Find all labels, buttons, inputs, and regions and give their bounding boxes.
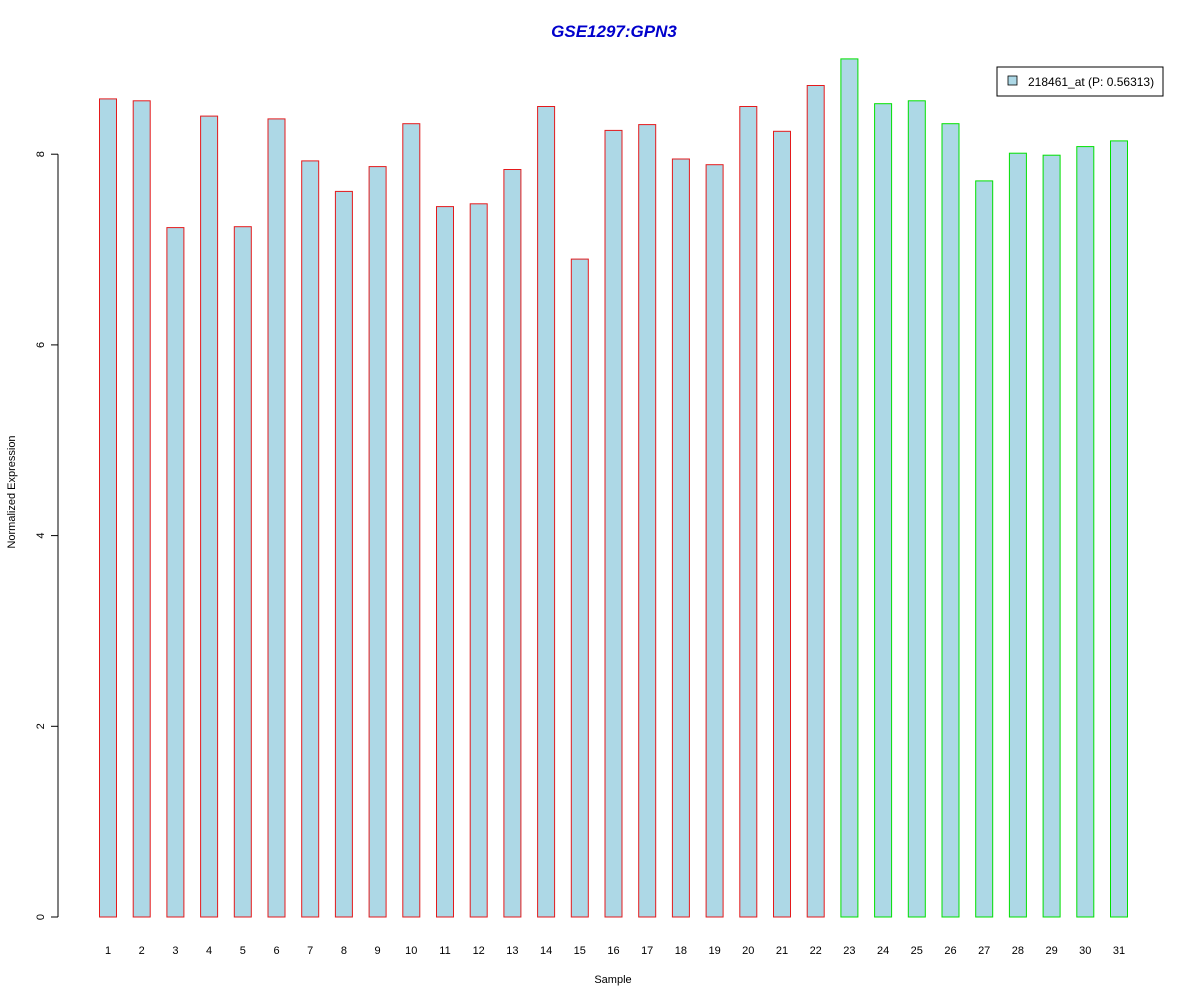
y-tick-label: 4 — [35, 533, 47, 539]
bar-sample-31 — [1110, 140, 1128, 918]
x-tick-label: 28 — [1012, 945, 1024, 957]
x-tick-label: 31 — [1113, 945, 1125, 957]
x-tick-label: 30 — [1079, 945, 1091, 957]
x-tick-label: 9 — [375, 945, 381, 957]
legend-box — [996, 66, 1164, 97]
x-tick-label: 21 — [776, 945, 788, 957]
bar-sample-4 — [200, 115, 219, 918]
x-tick-label: 15 — [574, 945, 586, 957]
x-tick-label: 22 — [810, 945, 822, 957]
x-tick-label: 3 — [172, 945, 178, 957]
bar-sample-9 — [368, 166, 387, 918]
bar-sample-26 — [941, 123, 960, 918]
bar-sample-12 — [469, 203, 488, 918]
x-tick-label: 19 — [708, 945, 720, 957]
x-tick-label: 25 — [911, 945, 923, 957]
bar-sample-16 — [604, 129, 623, 918]
bar-sample-24 — [874, 103, 893, 918]
x-tick-label: 26 — [944, 945, 956, 957]
y-axis: 0 2 4 6 8 — [35, 151, 59, 920]
x-tick-label: 12 — [473, 945, 485, 957]
bar-sample-13 — [503, 169, 522, 918]
x-tick-label: 7 — [307, 945, 313, 957]
bar-sample-22 — [806, 85, 825, 918]
bar-sample-1 — [99, 98, 117, 918]
x-tick-label: 14 — [540, 945, 552, 957]
bar-sample-29 — [1042, 154, 1061, 918]
x-tick-label: 18 — [675, 945, 687, 957]
bar-sample-7 — [301, 160, 320, 918]
y-tick-label: 8 — [35, 151, 47, 157]
x-tick-label: 17 — [641, 945, 653, 957]
x-tick-label: 24 — [877, 945, 889, 957]
bar-sample-14 — [537, 106, 556, 918]
bar-sample-3 — [166, 227, 185, 918]
x-tick-label: 29 — [1045, 945, 1057, 957]
x-tick-label: 2 — [139, 945, 145, 957]
bar-sample-17 — [638, 124, 657, 918]
bar-sample-27 — [975, 180, 994, 918]
bars-group — [99, 58, 1128, 918]
bar-sample-6 — [267, 118, 286, 918]
bar-sample-15 — [570, 258, 589, 918]
bar-sample-8 — [334, 190, 353, 918]
bar-sample-28 — [1008, 152, 1027, 918]
bar-sample-5 — [233, 226, 252, 918]
legend-swatch — [1007, 75, 1018, 86]
chart-title: GSE1297:GPN3 — [551, 22, 677, 41]
bar-sample-23 — [840, 58, 859, 918]
x-tick-label: 1 — [105, 945, 111, 957]
y-tick-label: 0 — [35, 914, 47, 920]
y-tick-label: 6 — [35, 342, 47, 348]
bar-sample-10 — [402, 123, 421, 918]
x-tick-label: 10 — [405, 945, 417, 957]
bar-sample-25 — [907, 100, 926, 918]
x-tick-label: 6 — [273, 945, 279, 957]
legend: 218461_at (P: 0.56313) — [996, 66, 1164, 97]
bar-sample-21 — [773, 130, 791, 918]
x-tick-labels: 1 2 3 4 5 6 7 8 9 10 11 12 13 14 15 16 17 18 19 20 21 22 23 24 2… — [105, 945, 1125, 957]
x-tick-label: 20 — [742, 945, 754, 957]
bar-sample-18 — [671, 158, 690, 918]
x-tick-label: 4 — [206, 945, 212, 957]
bar-sample-30 — [1076, 146, 1095, 918]
x-tick-label: 23 — [843, 945, 855, 957]
x-axis-label: Sample — [594, 974, 631, 986]
y-tick-label: 2 — [35, 723, 47, 729]
bar-sample-2 — [132, 100, 151, 918]
x-tick-label: 27 — [978, 945, 990, 957]
x-tick-label: 16 — [607, 945, 619, 957]
y-axis-label: Normalized Expression — [6, 435, 18, 548]
bar-sample-11 — [436, 206, 454, 918]
bar-sample-20 — [739, 106, 758, 918]
x-tick-label: 11 — [439, 945, 450, 957]
bar-sample-19 — [705, 164, 724, 918]
x-tick-label: 13 — [506, 945, 518, 957]
x-tick-label: 8 — [341, 945, 347, 957]
x-tick-label: 5 — [240, 945, 246, 957]
legend-label: 218461_at (P: 0.56313) — [1028, 75, 1154, 89]
